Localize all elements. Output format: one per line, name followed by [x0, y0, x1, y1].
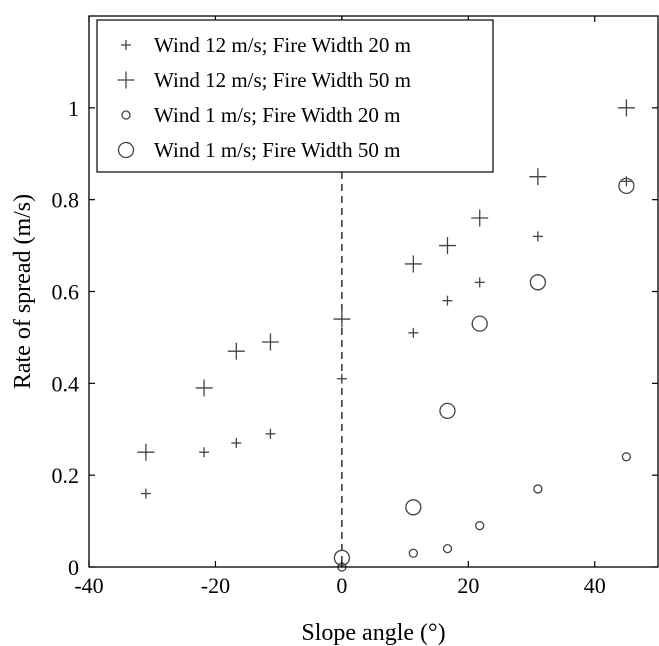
- x-tick-label: -40: [74, 573, 103, 598]
- axes-group: -40 -20 0 20 40 0 0.2 0.4 0.6 0.8 1 Slope angle (°)…: [10, 15, 659, 646]
- legend-entry: Wind 1 m/s; Fire Width 50 m: [117, 138, 400, 162]
- data-point: [336, 373, 347, 384]
- x-axis-label: Slope angle (°): [301, 620, 445, 646]
- legend-label: Wind 12 m/s; Fire Width 50 m: [154, 68, 411, 92]
- legend-marker: [117, 71, 135, 89]
- y-tick-label: 0: [68, 555, 79, 580]
- data-point: [529, 274, 547, 291]
- data-point: [529, 168, 547, 186]
- data-point: [404, 255, 422, 273]
- data-point: [438, 237, 456, 255]
- legend-marker: [117, 141, 135, 159]
- data-point: [533, 484, 543, 494]
- x-tick-label: 0: [336, 573, 347, 598]
- data-point: [532, 231, 543, 242]
- data-point: [442, 295, 453, 306]
- data-point: [408, 548, 418, 558]
- legend-entry: Wind 1 m/s; Fire Width 20 m: [121, 103, 400, 127]
- y-tick-label: 0.8: [52, 188, 80, 213]
- data-series-group: [137, 99, 635, 572]
- data-point: [195, 379, 213, 397]
- x-tick-label: -20: [201, 573, 230, 598]
- data-point: [261, 333, 279, 351]
- series-4: [333, 177, 635, 566]
- y-tick-label: 0.2: [52, 463, 80, 488]
- data-point: [408, 327, 419, 338]
- data-point: [199, 447, 210, 458]
- data-point: [333, 310, 351, 328]
- y-tick-label: 1: [68, 96, 79, 121]
- data-point: [618, 177, 635, 195]
- data-point: [475, 521, 485, 531]
- x-tick-label: 40: [584, 573, 606, 598]
- legend-label: Wind 12 m/s; Fire Width 20 m: [154, 33, 411, 57]
- data-point: [405, 499, 422, 516]
- data-point: [442, 543, 453, 554]
- legend-marker: [121, 40, 131, 50]
- data-point: [227, 342, 245, 360]
- data-point: [137, 443, 155, 461]
- legend-label: Wind 1 m/s; Fire Width 20 m: [154, 103, 400, 127]
- data-point: [617, 99, 635, 117]
- series-1: [140, 176, 632, 499]
- data-point: [231, 438, 242, 449]
- data-point: [471, 209, 489, 227]
- y-tick-label: 0.6: [52, 280, 80, 305]
- x-tick-label: 20: [457, 573, 479, 598]
- legend-box: [96, 19, 494, 173]
- legend-entry: Wind 12 m/s; Fire Width 20 m: [121, 33, 411, 57]
- legend-label: Wind 1 m/s; Fire Width 50 m: [154, 138, 400, 162]
- y-axis-label: Rate of spread (m/s): [10, 194, 36, 389]
- legend-marker: [121, 110, 131, 120]
- legend-entry: Wind 12 m/s; Fire Width 50 m: [117, 68, 411, 92]
- y-tick-label: 0.4: [52, 371, 80, 396]
- data-point: [471, 315, 488, 332]
- data-point: [621, 452, 632, 462]
- data-point: [474, 277, 485, 288]
- data-point: [265, 428, 276, 439]
- data-point: [439, 402, 456, 420]
- legend: Wind 12 m/s; Fire Width 20 m Wind 12 m/s;…: [96, 19, 494, 173]
- data-point: [140, 488, 151, 499]
- series-3: [337, 452, 632, 572]
- series-2: [137, 99, 635, 461]
